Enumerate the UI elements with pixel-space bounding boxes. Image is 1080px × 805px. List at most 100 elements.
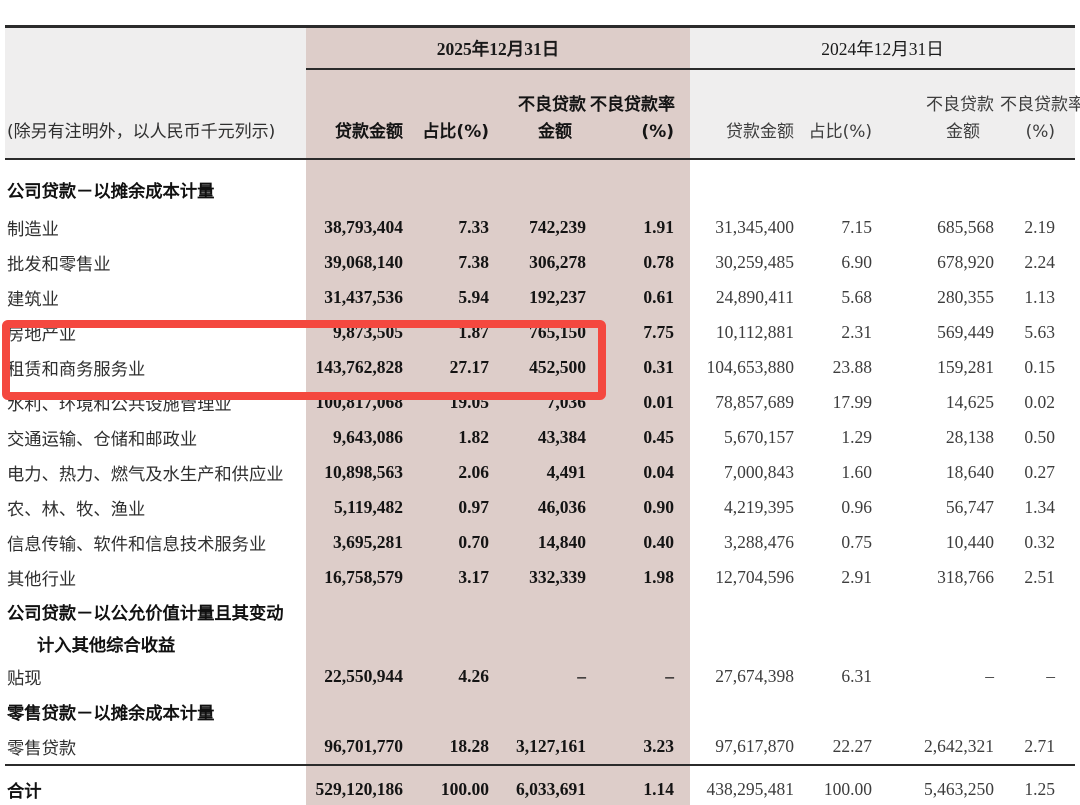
cell-2024-share-pct: 2.31 xyxy=(841,322,872,342)
row-label: 农、林、牧、渔业 xyxy=(7,500,146,520)
cell-2025-share-pct: 0.70 xyxy=(406,525,491,560)
cell-2025-npl-ratio: 0.61 xyxy=(590,280,690,315)
cell-2024-share-pct: 6.90 xyxy=(841,252,872,272)
cell-2024-npl-ratio: 1.13 xyxy=(1024,287,1055,307)
cell-2024-loan-amount: 78,857,689 xyxy=(715,392,794,412)
row-label: 制造业 xyxy=(7,220,59,240)
date-header-row: 2025年12月31日 2024年12月31日 xyxy=(5,26,1075,70)
row-label: 建筑业 xyxy=(7,290,59,310)
cell-2024-npl-amount: 569,449 xyxy=(937,322,994,342)
cell-2025-loan-amount: 96,701,770 xyxy=(306,729,406,765)
cell-2024-npl-ratio: 0.50 xyxy=(1024,427,1055,447)
cell-2024-share-pct: 0.75 xyxy=(841,532,872,552)
cell-2024-npl-amount: 10,440 xyxy=(945,532,994,552)
cell-2024-share-pct: 1.29 xyxy=(841,427,872,447)
date-header-spacer xyxy=(5,26,306,69)
col-header-2025-npl-amount-line1: 不良贷款 xyxy=(518,95,586,116)
cell-2024-loan-amount xyxy=(690,694,797,729)
cell-2025-loan-amount xyxy=(306,595,406,628)
total-row: 合计 529,120,186 100.00 6,033,691 1.14 438,295,… xyxy=(5,764,1075,805)
cell-2024-share-pct: 100.00 xyxy=(797,764,874,805)
cell-2025-npl-amount: – xyxy=(491,659,590,694)
cell-2024-npl-amount xyxy=(874,595,1000,628)
cell-2024-npl-ratio: 2.71 xyxy=(1024,736,1055,756)
cell-2025-share-pct: 7.33 xyxy=(406,210,491,245)
date-header-2024: 2024年12月31日 xyxy=(690,26,1075,70)
cell-2025-npl-amount: 332,339 xyxy=(491,560,590,595)
cell-2024-share-pct xyxy=(797,595,874,628)
col-header-2025-loan-amount: 贷款金额 xyxy=(306,69,406,160)
data-row: 批发和零售业 39,068,140 7.38 306,278 0.78 30,259,48… xyxy=(5,245,1075,280)
section-row: 计入其他综合收益 xyxy=(5,628,1075,659)
col-header-2025-npl-ratio-line1: 不良贷款率 xyxy=(590,95,675,116)
cell-2024-npl-ratio: 0.32 xyxy=(1024,532,1055,552)
row-label: 批发和零售业 xyxy=(7,255,111,275)
col-header-2024-npl-amount-line2: 金额 xyxy=(946,121,980,142)
cell-2025-loan-amount: 22,550,944 xyxy=(306,659,406,694)
cell-2025-loan-amount: 16,758,579 xyxy=(306,560,406,595)
cell-2025-npl-amount: 6,033,691 xyxy=(491,764,590,805)
highlighted-data-row: 水利、环境和公共设施管理业 100,817,068 19.05 7,036 0.01 78… xyxy=(5,385,1075,420)
cell-2025-share-pct: 1.82 xyxy=(406,420,491,455)
highlighted-data-row: 租赁和商务服务业 143,762,828 27.17 452,500 0.31 104,6… xyxy=(5,350,1075,385)
cell-2024-npl-amount: 159,281 xyxy=(937,357,994,377)
cell-2025-npl-ratio: – xyxy=(590,659,690,694)
data-row: 贴现 22,550,944 4.26– –27,674,398 6.31– – xyxy=(5,659,1075,694)
cell-2025-npl-ratio xyxy=(590,628,690,659)
cell-2024-npl-ratio xyxy=(1000,694,1075,729)
cell-2024-share-pct: 1.60 xyxy=(841,462,872,482)
col-header-2024-share-pct: 占比(%) xyxy=(797,69,874,160)
cell-2024-npl-ratio xyxy=(1000,595,1075,628)
data-row: 信息传输、软件和信息技术服务业 3,695,281 0.70 14,840 0.40 3,… xyxy=(5,525,1075,560)
cell-2025-npl-amount: 4,491 xyxy=(491,455,590,490)
cell-2024-share-pct: 5.68 xyxy=(841,287,872,307)
cell-2025-share-pct: 1.87 xyxy=(406,315,491,350)
cell-2024-npl-amount: 14,625 xyxy=(945,392,994,412)
cell-2025-share-pct xyxy=(406,694,491,729)
cell-2024-npl-ratio: 1.34 xyxy=(1024,497,1055,517)
cell-2025-npl-ratio: 0.31 xyxy=(590,350,690,385)
cell-2025-npl-amount: 452,500 xyxy=(491,350,590,385)
cell-2024-loan-amount: 97,617,870 xyxy=(715,736,794,756)
section-row: 公司贷款－以摊余成本计量 xyxy=(5,159,1075,210)
cell-2025-share-pct xyxy=(406,595,491,628)
cell-2025-npl-ratio xyxy=(590,159,690,210)
cell-2024-npl-amount xyxy=(874,628,1000,659)
cell-2025-npl-ratio: 0.90 xyxy=(590,490,690,525)
cell-2025-npl-ratio: 3.23 xyxy=(590,729,690,765)
date-header-2025: 2025年12月31日 xyxy=(306,26,690,70)
row-label: 电力、热力、燃气及水生产和供应业 xyxy=(7,465,284,485)
cell-2025-npl-ratio: 7.75 xyxy=(590,315,690,350)
cell-2024-npl-ratio: 1.25 xyxy=(1000,764,1075,805)
cell-2025-npl-amount xyxy=(491,159,590,210)
cell-2025-npl-ratio xyxy=(590,694,690,729)
cell-2025-share-pct: 3.17 xyxy=(406,560,491,595)
cell-2025-npl-ratio: 0.78 xyxy=(590,245,690,280)
cell-2024-npl-amount: 318,766 xyxy=(937,567,994,587)
cell-2025-share-pct xyxy=(406,159,491,210)
cell-2024-npl-ratio: 0.15 xyxy=(1024,357,1055,377)
row-label: 零售贷款 xyxy=(7,739,77,759)
cell-2025-npl-ratio: 1.91 xyxy=(590,210,690,245)
cell-2024-loan-amount: 24,890,411 xyxy=(715,287,794,307)
col-header-2024-npl-amount-line1: 不良贷款 xyxy=(926,95,994,116)
col-header-2024-loan-amount: 贷款金额 xyxy=(690,69,797,160)
row-label: 零售贷款－以摊余成本计量 xyxy=(7,704,215,724)
cell-2025-npl-amount: 3,127,161 xyxy=(491,729,590,765)
cell-2025-share-pct: 7.38 xyxy=(406,245,491,280)
cell-2024-loan-amount: 4,219,395 xyxy=(724,497,794,517)
cell-2024-share-pct xyxy=(797,694,874,729)
cell-2024-loan-amount: 10,112,881 xyxy=(715,322,794,342)
row-label: 其他行业 xyxy=(7,570,77,590)
cell-2025-npl-amount: 7,036 xyxy=(491,385,590,420)
cell-2025-loan-amount: 39,068,140 xyxy=(306,245,406,280)
cell-2025-loan-amount: 143,762,828 xyxy=(306,350,406,385)
cell-2025-npl-amount: 14,840 xyxy=(491,525,590,560)
row-label: 水利、环境和公共设施管理业 xyxy=(7,395,232,415)
cell-2025-share-pct: 100.00 xyxy=(406,764,491,805)
cell-2025-share-pct: 18.28 xyxy=(406,729,491,765)
col-header-2025-npl-amount-line2: 金额 xyxy=(538,121,572,142)
cell-2024-npl-ratio: 5.63 xyxy=(1024,322,1055,342)
loan-by-industry-table: 2025年12月31日 2024年12月31日 (除另有注明外，以人民币千元列示… xyxy=(5,25,1080,805)
cell-2024-loan-amount: 31,345,400 xyxy=(715,217,794,237)
